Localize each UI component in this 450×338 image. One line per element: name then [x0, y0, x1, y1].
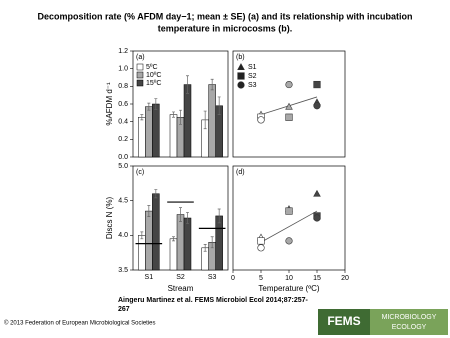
x-tick-label: S1 — [145, 274, 154, 281]
y-tick-label: 4.0 — [118, 232, 128, 239]
bar — [152, 193, 160, 271]
logo-box — [370, 309, 448, 335]
point — [285, 237, 293, 245]
point — [285, 207, 293, 215]
legend-label: 5ºC — [146, 64, 158, 71]
y-tick-label: 4.5 — [118, 198, 128, 205]
legend-label: S2 — [248, 73, 257, 80]
legend-label: S1 — [248, 64, 257, 71]
x-tick-label: 0 — [231, 275, 235, 282]
legend-marker — [237, 81, 245, 89]
bar — [208, 84, 216, 158]
error-bar — [154, 98, 158, 110]
y-tick-label: 0.4 — [118, 119, 128, 126]
plot-frame — [232, 50, 346, 158]
error-bar — [210, 236, 214, 249]
bar — [183, 84, 192, 158]
y-tick-label: 0.8 — [118, 83, 128, 90]
panel-label: (b) — [236, 54, 245, 61]
logo-text: MICROBIOLOGY — [382, 314, 437, 321]
point — [313, 102, 321, 110]
bar — [138, 117, 146, 158]
error-bar — [210, 78, 214, 91]
x-tick-label: 10 — [285, 275, 293, 282]
bar — [183, 217, 192, 271]
error-bar — [172, 111, 175, 118]
point — [257, 244, 265, 252]
point — [285, 113, 293, 121]
error-bar — [147, 102, 151, 111]
bar — [152, 103, 160, 158]
legend-swatch — [136, 63, 144, 71]
error-bar — [140, 114, 144, 121]
bar — [169, 114, 178, 158]
x-axis-label: Stream — [168, 284, 194, 293]
citation: 267 — [118, 306, 130, 313]
y-axis-label: Discs N (%) — [105, 197, 114, 240]
logo-text: ECOLOGY — [392, 324, 427, 331]
plot-frame — [232, 165, 346, 271]
panel-label: (a) — [136, 54, 145, 61]
x-tick-label: S3 — [208, 274, 217, 281]
trend-line — [260, 210, 318, 243]
legend-marker — [237, 72, 245, 80]
y-tick-label: 1.2 — [118, 48, 128, 55]
error-bar — [203, 110, 207, 130]
citation: Aingeru Martinez et al. FEMS Microbiol E… — [118, 297, 308, 304]
footer: © 2013 Federation of European Microbiolo… — [4, 320, 156, 327]
logo-text: FEMS — [327, 314, 360, 328]
title-line: temperature in microcosms (b). — [158, 23, 293, 33]
point — [313, 214, 321, 222]
y-axis-label: %AFDM d⁻¹ — [105, 82, 114, 126]
legend-label: 15ºC — [146, 80, 161, 87]
legend-marker — [237, 63, 245, 70]
bar — [145, 106, 153, 158]
legend-swatch — [136, 71, 144, 79]
error-bar — [203, 243, 207, 252]
panel-label: (d) — [236, 169, 245, 176]
error-bar — [179, 109, 182, 125]
point — [313, 80, 321, 89]
error-bar — [179, 207, 182, 222]
bar — [145, 210, 153, 271]
error-bar — [147, 205, 151, 217]
point — [285, 80, 293, 89]
legend-swatch — [136, 79, 144, 87]
legend-label: S3 — [248, 82, 257, 89]
y-tick-label: 0.0 — [118, 154, 128, 161]
panel-label: (c) — [136, 169, 144, 176]
error-bar — [172, 236, 175, 242]
bar — [176, 214, 185, 271]
x-axis-label: Temperature (ºC) — [258, 284, 319, 293]
point — [285, 102, 293, 110]
x-tick-label: 5 — [259, 275, 263, 282]
error-bar — [217, 208, 221, 224]
point — [313, 189, 321, 197]
error-bar — [186, 212, 189, 224]
error-bar — [217, 96, 221, 115]
x-tick-label: 20 — [341, 275, 349, 282]
y-tick-label: 3.5 — [118, 267, 128, 274]
bar — [169, 238, 178, 271]
error-bar — [154, 189, 158, 199]
title-line: Decomposition rate (% AFDM day−1; mean ±… — [38, 11, 413, 21]
bar — [215, 215, 223, 271]
error-bar — [186, 75, 189, 94]
x-tick-label: S2 — [176, 274, 185, 281]
point — [257, 116, 265, 124]
point — [257, 237, 265, 245]
bar — [138, 235, 146, 271]
legend-label: 10ºC — [146, 72, 161, 79]
y-tick-label: 0.2 — [118, 136, 128, 143]
y-tick-label: 1.0 — [118, 66, 128, 73]
error-bar — [140, 231, 144, 240]
y-tick-label: 0.6 — [118, 101, 128, 108]
y-tick-label: 5.0 — [118, 163, 128, 170]
x-tick-label: 15 — [313, 275, 321, 282]
